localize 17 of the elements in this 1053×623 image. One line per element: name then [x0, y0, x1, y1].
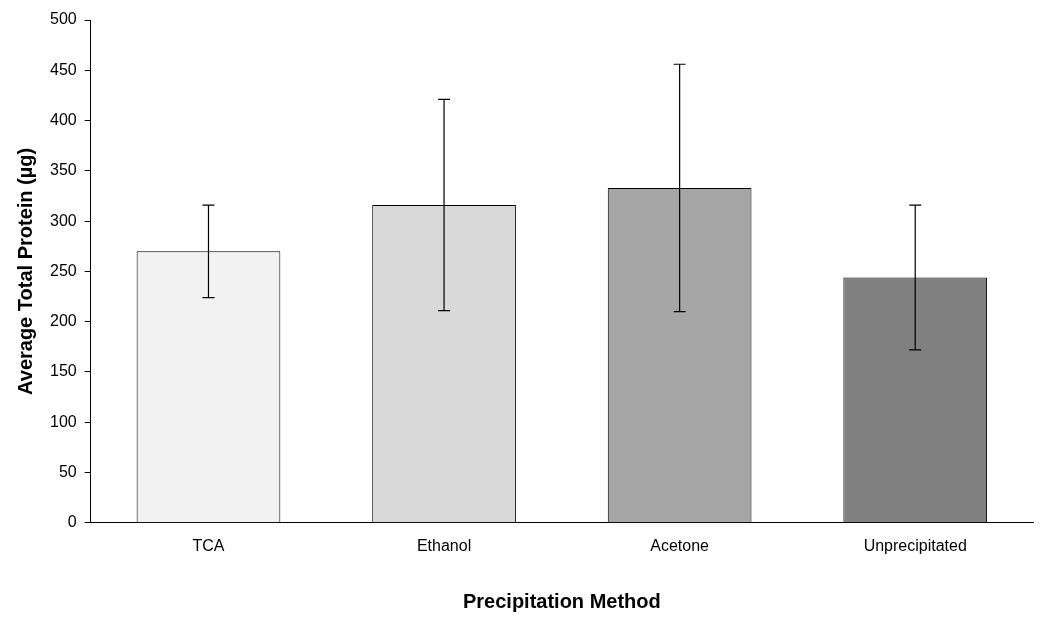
y-tick-label: 400	[49, 110, 77, 128]
y-tick-label: 250	[49, 261, 77, 279]
y-axis-title: Average Total Protein (µg)	[13, 147, 36, 395]
y-tick-label: 350	[49, 161, 77, 179]
y-tick-label: 100	[49, 412, 77, 430]
x-tick-label: TCA	[192, 536, 225, 554]
y-tick-label: 200	[49, 312, 77, 330]
y-tick-label: 450	[49, 60, 77, 78]
x-tick-label: Ethanol	[416, 536, 472, 554]
x-axis-title: Precipitation Method	[462, 589, 661, 612]
y-tick-label: 150	[49, 362, 77, 380]
y-tick-label: 300	[49, 211, 77, 229]
y-tick-label: 50	[58, 462, 77, 480]
x-tick-label: Acetone	[650, 536, 710, 554]
y-tick-label: 0	[67, 513, 77, 531]
x-tick-label: Unprecipitated	[863, 536, 967, 554]
y-tick-label: 500	[49, 10, 77, 28]
